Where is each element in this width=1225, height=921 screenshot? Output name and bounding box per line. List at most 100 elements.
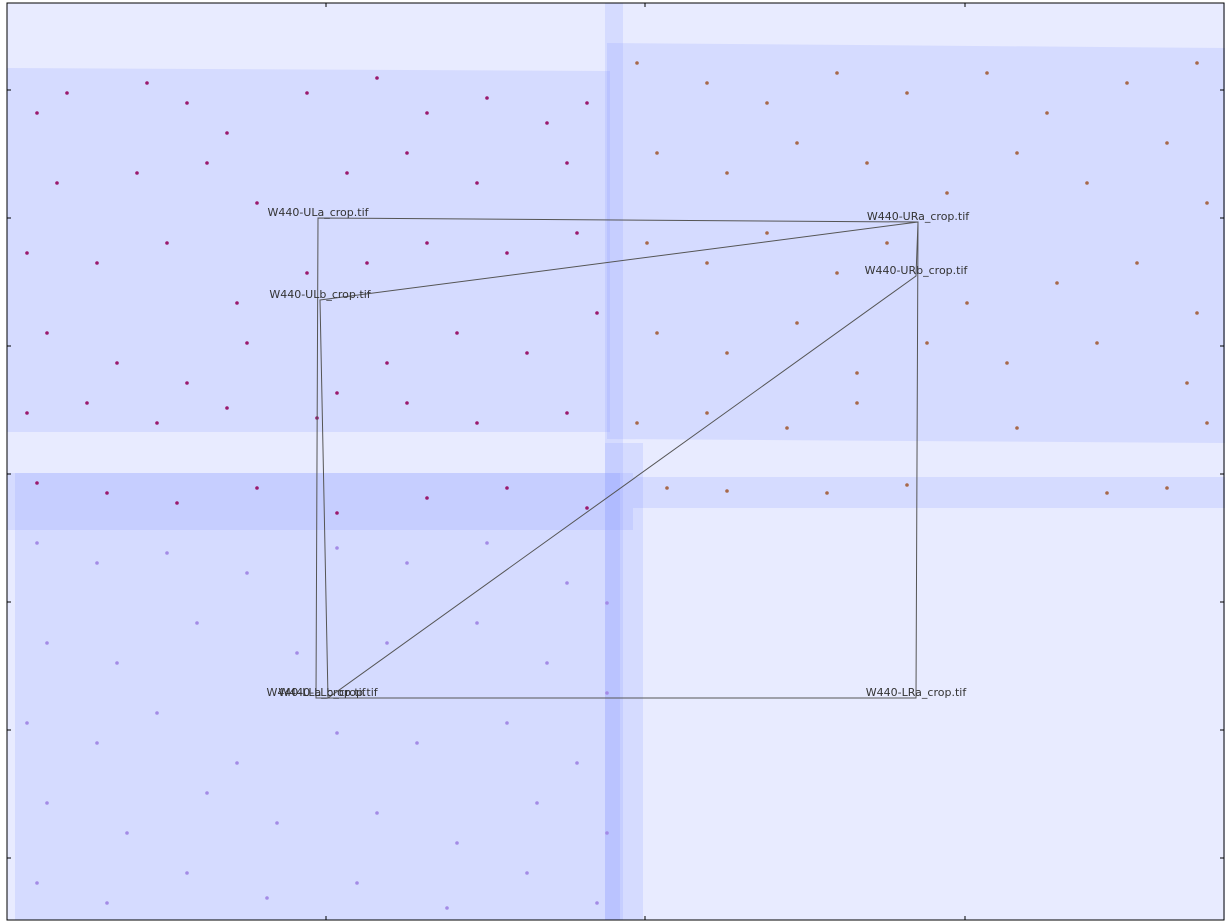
point bbox=[535, 801, 539, 805]
point bbox=[155, 421, 159, 425]
point bbox=[765, 231, 769, 235]
point bbox=[1185, 381, 1189, 385]
point bbox=[175, 501, 179, 505]
footprint-label: W440-LLb_crop.tif bbox=[278, 686, 378, 699]
point bbox=[35, 111, 39, 115]
point bbox=[45, 641, 49, 645]
point bbox=[385, 641, 389, 645]
point bbox=[525, 871, 529, 875]
point bbox=[385, 361, 389, 365]
point bbox=[255, 486, 259, 490]
point bbox=[905, 483, 909, 487]
point bbox=[1015, 151, 1019, 155]
point bbox=[795, 141, 799, 145]
point bbox=[565, 411, 569, 415]
point bbox=[585, 101, 589, 105]
point bbox=[185, 101, 189, 105]
point bbox=[335, 731, 339, 735]
point bbox=[305, 271, 309, 275]
footprint-label: W440-URa_crop.tif bbox=[867, 210, 970, 223]
point bbox=[365, 261, 369, 265]
point bbox=[55, 181, 59, 185]
footprint-label: W440-URb_crop.tif bbox=[865, 264, 969, 277]
point bbox=[425, 111, 429, 115]
point bbox=[185, 381, 189, 385]
point bbox=[635, 61, 639, 65]
point bbox=[1205, 201, 1209, 205]
footprint bbox=[7, 473, 633, 530]
point bbox=[1165, 486, 1169, 490]
point bbox=[835, 71, 839, 75]
point bbox=[785, 426, 789, 430]
point bbox=[705, 411, 709, 415]
point bbox=[275, 821, 279, 825]
point bbox=[245, 571, 249, 575]
point bbox=[405, 401, 409, 405]
point bbox=[125, 831, 129, 835]
point bbox=[1125, 81, 1129, 85]
point bbox=[235, 301, 239, 305]
point bbox=[525, 351, 529, 355]
point bbox=[605, 831, 609, 835]
point bbox=[1085, 181, 1089, 185]
point bbox=[235, 761, 239, 765]
point bbox=[205, 161, 209, 165]
footprint bbox=[605, 443, 643, 920]
point bbox=[115, 661, 119, 665]
footprint bbox=[7, 68, 610, 432]
point bbox=[595, 901, 599, 905]
point bbox=[85, 401, 89, 405]
point bbox=[145, 81, 149, 85]
point bbox=[905, 91, 909, 95]
footprint-label: W440-LRa_crop.tif bbox=[866, 686, 968, 699]
point bbox=[1195, 61, 1199, 65]
point bbox=[645, 241, 649, 245]
point bbox=[1045, 111, 1049, 115]
point bbox=[725, 171, 729, 175]
point bbox=[925, 341, 929, 345]
point bbox=[165, 551, 169, 555]
point bbox=[1005, 361, 1009, 365]
point bbox=[35, 481, 39, 485]
point bbox=[35, 881, 39, 885]
point bbox=[855, 401, 859, 405]
point bbox=[575, 231, 579, 235]
point bbox=[25, 251, 29, 255]
point bbox=[485, 96, 489, 100]
point bbox=[665, 486, 669, 490]
point bbox=[725, 351, 729, 355]
footprint bbox=[7, 3, 1225, 920]
point bbox=[565, 161, 569, 165]
footprint-label: W440-ULb_crop.tif bbox=[269, 288, 371, 301]
point bbox=[945, 191, 949, 195]
point bbox=[505, 721, 509, 725]
point bbox=[405, 561, 409, 565]
point bbox=[455, 841, 459, 845]
point bbox=[425, 241, 429, 245]
point bbox=[575, 761, 579, 765]
point bbox=[835, 271, 839, 275]
point bbox=[765, 101, 769, 105]
point bbox=[985, 71, 989, 75]
point bbox=[1015, 426, 1019, 430]
point bbox=[355, 881, 359, 885]
point bbox=[165, 241, 169, 245]
point bbox=[885, 241, 889, 245]
footprint bbox=[633, 477, 1225, 508]
point bbox=[455, 331, 459, 335]
point bbox=[295, 651, 299, 655]
point bbox=[1135, 261, 1139, 265]
point bbox=[505, 251, 509, 255]
point bbox=[25, 411, 29, 415]
point bbox=[545, 661, 549, 665]
point bbox=[45, 331, 49, 335]
point bbox=[505, 486, 509, 490]
axes-frame bbox=[6, 2, 1225, 921]
point bbox=[345, 171, 349, 175]
point bbox=[1095, 341, 1099, 345]
point bbox=[135, 171, 139, 175]
footprint bbox=[605, 3, 623, 920]
point bbox=[375, 76, 379, 80]
point bbox=[725, 489, 729, 493]
point bbox=[605, 691, 609, 695]
